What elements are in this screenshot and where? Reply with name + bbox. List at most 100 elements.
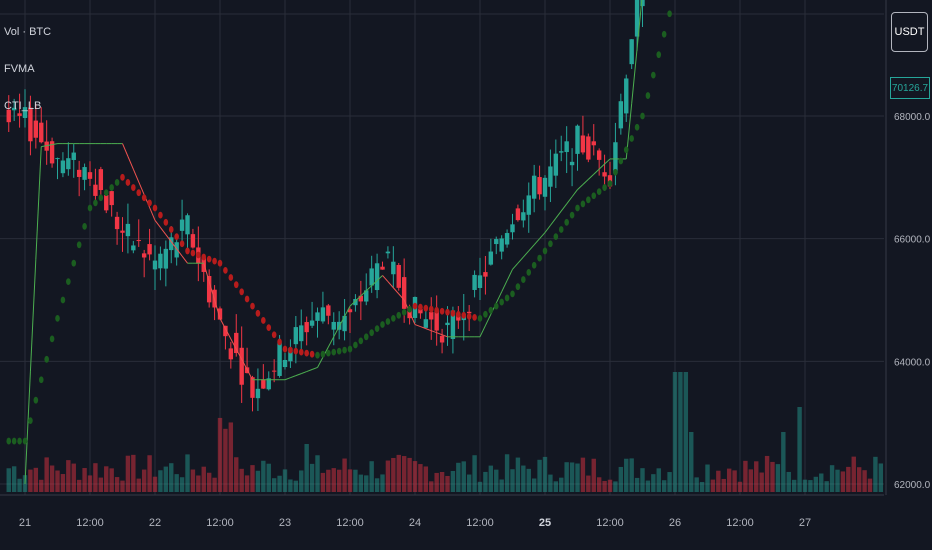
x-tick-label: 12:00 xyxy=(206,517,234,529)
cti-dot xyxy=(326,349,331,357)
volume-bar xyxy=(412,461,418,492)
volume-bar xyxy=(44,457,49,492)
last-price-tag: 70126.7 xyxy=(890,77,930,99)
cti-dot xyxy=(93,199,98,207)
cti-dot xyxy=(190,249,196,257)
legend-cti[interactable]: CTI_LB xyxy=(4,100,42,112)
cti-dot xyxy=(22,437,28,445)
volume-bar xyxy=(732,470,737,492)
fvma-line-segment xyxy=(539,232,546,239)
volume-bar xyxy=(721,478,726,492)
cti-dot xyxy=(618,157,624,165)
cti-dot xyxy=(667,10,672,18)
cti-dot xyxy=(168,226,174,233)
candle-body xyxy=(483,272,488,277)
cti-dot xyxy=(537,254,542,262)
cti-dot xyxy=(369,329,374,337)
candle-body xyxy=(591,141,596,146)
candle-body xyxy=(634,0,640,37)
fvma-line-segment xyxy=(376,275,383,281)
fvma-line-segment xyxy=(604,158,611,165)
currency-button[interactable]: USDT xyxy=(891,12,928,52)
volume-bar xyxy=(407,457,412,492)
candle-body xyxy=(217,308,223,320)
candle-body xyxy=(39,122,44,143)
fvma-line-segment xyxy=(560,203,568,212)
candle-body xyxy=(163,248,169,269)
legend-fvma[interactable]: FVMA xyxy=(4,63,35,75)
volume-bar xyxy=(66,460,71,492)
volume-bar xyxy=(136,478,141,492)
volume-bar xyxy=(342,458,347,492)
fvma-line-segment xyxy=(582,179,589,185)
fvma-line-segment xyxy=(566,196,573,205)
fvma-line-segment xyxy=(593,168,600,175)
cti-dot xyxy=(477,315,483,322)
candle-body xyxy=(477,275,483,288)
volume-bar xyxy=(190,469,196,492)
volume-bar xyxy=(596,477,602,492)
volume-bar xyxy=(55,470,60,492)
volume-bar xyxy=(829,465,835,492)
cti-dot xyxy=(331,348,337,356)
x-tick-label: 12:00 xyxy=(336,517,364,529)
volume-bar xyxy=(764,455,770,492)
volume-bar xyxy=(6,468,11,492)
cti-dot xyxy=(131,184,136,191)
candle-body xyxy=(429,312,434,320)
volume-bar xyxy=(39,479,44,492)
volume-bar xyxy=(347,469,353,492)
fvma-line-segment xyxy=(522,250,530,258)
volume-bar xyxy=(786,471,791,492)
candle-body xyxy=(515,208,521,221)
candle-body xyxy=(147,244,152,255)
candle-body xyxy=(293,327,299,345)
volume-bar xyxy=(661,480,667,492)
volume-bar xyxy=(656,468,661,492)
cti-dot xyxy=(553,233,559,241)
cti-dot xyxy=(255,309,261,317)
cti-dot xyxy=(521,276,526,283)
volume-bar xyxy=(141,469,147,492)
fvma-line-segment xyxy=(512,262,519,270)
volume-bar xyxy=(737,481,743,492)
volume-bar xyxy=(293,480,299,492)
volume-bar xyxy=(504,454,510,492)
volume-bar xyxy=(461,461,466,492)
y-tick-label: 66000.0 xyxy=(894,235,931,246)
volume-bar xyxy=(553,481,559,492)
fvma-line-segment xyxy=(355,295,362,302)
volume-bar xyxy=(125,455,131,492)
candle-body xyxy=(494,239,499,245)
volume-bar xyxy=(856,467,862,492)
volume-bar xyxy=(683,372,689,492)
fvma-line-segment xyxy=(317,357,324,368)
volume-bar xyxy=(223,428,228,492)
candle-body xyxy=(82,167,87,180)
cti-dot xyxy=(228,274,234,281)
candle-body xyxy=(488,251,494,265)
cti-dot xyxy=(439,307,445,315)
cti-dot xyxy=(206,255,212,263)
candle-body xyxy=(499,238,504,252)
volume-bar xyxy=(456,462,461,492)
volume-bar xyxy=(791,479,797,492)
fvma-line-segment xyxy=(398,293,405,301)
volume-bar xyxy=(380,474,385,492)
volume-bar xyxy=(315,455,320,492)
volume-bar xyxy=(131,454,136,492)
fvma-line-segment xyxy=(295,373,302,377)
volume-bar xyxy=(705,464,710,492)
candle-body xyxy=(434,309,439,331)
volume-bar xyxy=(477,481,483,492)
cti-dot xyxy=(515,283,521,291)
volume-bar xyxy=(320,472,326,492)
volume-bar xyxy=(873,456,878,492)
legend-volume[interactable]: Vol · BTC xyxy=(4,26,52,38)
volume-bar xyxy=(466,474,472,492)
cti-dot xyxy=(98,194,104,202)
cti-dot xyxy=(66,278,71,285)
candle-body xyxy=(309,320,315,326)
candle-body xyxy=(353,299,358,306)
